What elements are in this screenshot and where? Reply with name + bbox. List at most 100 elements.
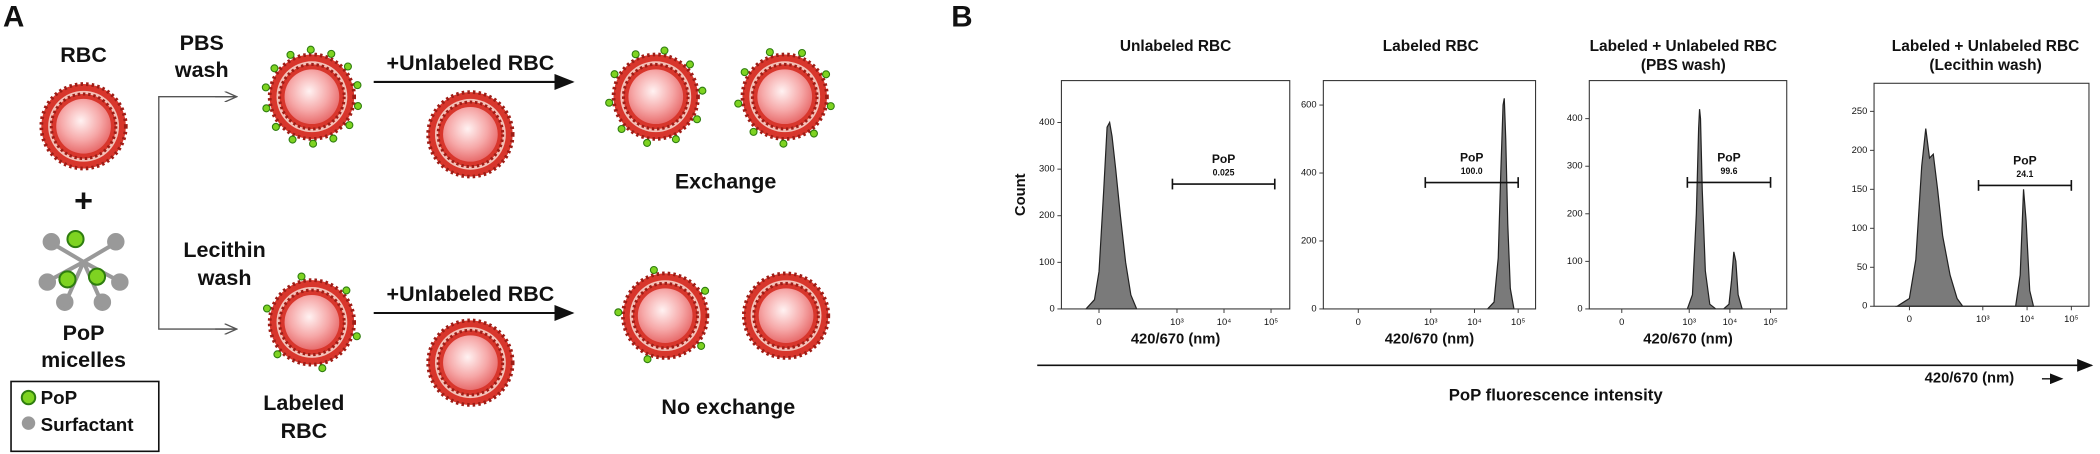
pop-dot [352,332,361,341]
x-tick-label: 10⁴ [1467,316,1481,327]
histogram-area [1486,98,1515,310]
y-tick-label: 100 [1567,255,1583,266]
pop-dot [701,286,710,295]
cell [426,90,515,179]
y-tick-label: 0 [1311,302,1316,313]
shared-axis-label: PoP fluorescence intensity [1449,386,1664,405]
pop-dot [822,70,831,79]
x-tick-label: 0 [1907,313,1912,324]
cell [267,278,357,367]
pop-dot [343,62,352,71]
pop-dot [261,83,270,92]
y-tick-label: 250 [1852,105,1868,116]
y-tick-label: 200 [1039,209,1055,220]
pop-dot [631,50,640,59]
pop-dot [262,104,271,113]
cell [426,318,515,407]
x-tick-label: 10⁴ [2020,313,2034,324]
histogram-area [1084,120,1138,310]
gate-value: 99.6 [1720,166,1737,176]
pop-dot [765,48,774,57]
pop-dot [685,60,694,69]
y-tick-label: 200 [1567,207,1583,218]
x-tick-label: 10⁵ [1264,316,1278,327]
y-tick-label: 0 [1577,302,1582,313]
y-tick-label: 150 [1852,183,1868,194]
gate-name: PoP [2013,153,2037,167]
legend-label: Surfactant [41,414,135,435]
histogram: Unlabeled RBC Count 420/670 (nm) 0 100 200 300… [1013,38,1291,348]
step-label: wash [197,266,252,290]
pop-dot [342,286,351,295]
pop-dot [353,102,363,111]
histogram: Labeled + Unlabeled RBC (PBS wash) 420/670… [1567,38,1788,348]
pop-dot [297,272,306,281]
gate-name: PoP [1212,152,1236,166]
panel-a: A RBC + PoP micelles PoP Surfactant PBS … [3,1,835,453]
step-label: Lecithin [183,238,265,262]
gate-name: PoP [1717,150,1741,164]
y-tick-label: 600 [1301,99,1317,110]
micelle [38,230,129,311]
y-axis-label: Count [1013,173,1029,216]
pop-dot [329,134,338,143]
cell [741,271,831,360]
panel-label: A [3,1,24,34]
outcome-label: Exchange [675,169,777,193]
plot-frame [1588,80,1788,310]
pop-dot [698,86,707,95]
cell-label: RBC [281,419,328,443]
pop-dot [734,99,743,108]
x-tick-label: 10³ [1682,316,1696,327]
y-tick-label: 200 [1301,234,1317,245]
pop-dot [779,139,788,148]
pop-dot [617,124,626,134]
step-label: +Unlabeled RBC [387,51,555,75]
cell-label: Labeled [263,391,344,415]
plus: + [74,182,93,218]
histogram: Labeled + Unlabeled RBC (Lecithin wash) 42… [1852,38,2090,387]
bracket [158,96,236,330]
pop-dot [749,127,758,136]
x-tick-label: 10³ [1424,316,1438,327]
legend-box [10,380,160,453]
pop-dot [610,70,619,79]
chart-title: Labeled + Unlabeled RBC [1892,38,2079,55]
y-tick-label: 300 [1039,163,1055,174]
cell [740,52,829,141]
legend-swatch [20,389,37,406]
x-tick-label: 10³ [1170,316,1184,327]
x-tick-label: 10³ [1976,313,1990,324]
x-axis-label: 420/670 (nm) [1643,332,1733,348]
chart-title: Unlabeled RBC [1120,38,1232,55]
pop-dot [797,48,807,58]
pop-dot [643,355,652,364]
histogram: Labeled RBC 420/670 (nm) 0 200 400 600 0 10³ 10⁴… [1301,38,1537,348]
rbc-label: RBC [60,43,107,67]
pop-dot [605,98,614,107]
chart-title: (PBS wash) [1641,57,1726,74]
pop-dot [660,46,669,55]
pop-dot [270,64,279,73]
x-tick-label: 0 [1356,316,1361,327]
x-axis-label: 420/670 (nm) [1385,332,1475,348]
x-tick-label: 10⁵ [1511,316,1525,327]
pop-dot [306,45,315,54]
y-tick-label: 100 [1852,222,1868,233]
pop-dot [288,135,297,144]
panel-b: Unlabeled RBC Count 420/670 (nm) 0 100 200 300… [1013,38,2090,387]
pop-dot [697,341,706,350]
chart-title: Labeled + Unlabeled RBC [1590,38,1777,55]
legend-swatch [21,416,36,430]
pop-dot [826,102,835,111]
chart-title: (Lecithin wash) [1929,57,2041,74]
pop-dot [614,308,623,317]
y-tick-label: 400 [1567,112,1583,123]
cell [39,82,128,171]
x-axis-label: 420/670 (nm) [1131,332,1221,348]
x-tick-label: 0 [1619,316,1624,327]
y-tick-label: 0 [1862,300,1867,311]
gate-name: PoP [1460,151,1484,165]
plot-frame [1060,80,1291,310]
